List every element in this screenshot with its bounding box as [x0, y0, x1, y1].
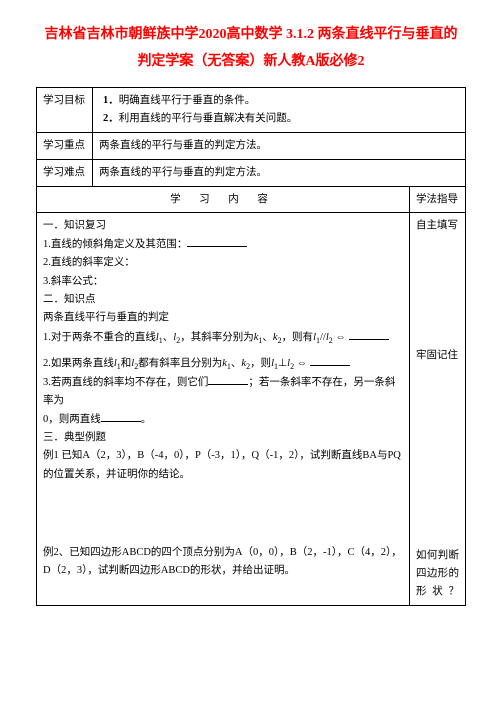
example-2: 例2、已知四边形ABCD的四个顶点分别为A（0，0），B（2，-1），C（4，2… [43, 544, 403, 581]
rule-3: 3.若两直线的斜率均不存在，则它们；若一条斜率不存在，另一条斜率为 [43, 374, 403, 411]
rule-2: 2.如果两条直线l1和l2都有斜率且分别为k1、k2，则l1⊥l2 ⇔ [43, 354, 403, 374]
guide-header: 学法指导 [410, 186, 466, 213]
blank-field [349, 330, 389, 340]
row-goals: 学习目标 1．明确直线平行于垂直的条件。 2．利用直线的平行与垂直解决有关问题。 [37, 88, 466, 133]
study-content-header: 学 习 内 容 [37, 186, 410, 213]
blank-field [101, 412, 141, 422]
rule-1: 1.对于两条不重合的直线l1、l2，其斜率分别为k1、k2，则有l1//l2 ⇔ [43, 328, 403, 348]
guide-3: 如何判断四边形的形状？ [410, 543, 465, 605]
goals-content: 1．明确直线平行于垂直的条件。 2．利用直线的平行与垂直解决有关问题。 [93, 88, 466, 133]
section-2-intro: 两条直线平行与垂直的判定 [43, 309, 403, 327]
guide-column: 自主填写 牢固记住 如何判断四边形的形状？ [410, 213, 466, 606]
row-focus: 学习重点 两条直线的平行与垂直的判定方法。 [37, 132, 466, 159]
title-line-2: 判定学案（无答案）新人教A版必修2 [36, 49, 466, 76]
row-main-content: 一．知识复习 1.直线的倾斜角定义及其范围： 2.直线的斜率定义： 3.斜率公式… [37, 213, 466, 606]
focus-content: 两条直线的平行与垂直的判定方法。 [93, 132, 466, 159]
section-2-heading: 二．知识点 [43, 291, 403, 309]
main-content: 一．知识复习 1.直线的倾斜角定义及其范围： 2.直线的斜率定义： 3.斜率公式… [37, 213, 410, 606]
section-3-heading: 三．典型例题 [43, 429, 403, 447]
review-item-2: 2.直线的斜率定义： [43, 254, 403, 272]
goal-2-text: 利用直线的平行与垂直解决有关问题。 [119, 113, 298, 124]
row-study-header: 学 习 内 容 学法指导 [37, 186, 466, 213]
row-difficulty: 学习难点 两条直线的平行与垂直的判定方法。 [37, 159, 466, 186]
section-1-heading: 一．知识复习 [43, 217, 403, 235]
review-item-3: 3.斜率公式： [43, 273, 403, 291]
guide-2: 牢固记住 [410, 343, 465, 543]
blank-field [310, 356, 350, 366]
guide-1: 自主填写 [410, 213, 465, 343]
document-title: 吉林省吉林市朝鲜族中学2020高中数学 3.1.2 两条直线平行与垂直的 判定学… [36, 22, 466, 75]
blank-field [187, 237, 247, 247]
goal-1-text: 明确直线平行于垂直的条件。 [119, 95, 256, 106]
difficulty-content: 两条直线的平行与垂直的判定方法。 [93, 159, 466, 186]
goal-1-num: 1． [103, 95, 119, 106]
worksheet-table: 学习目标 1．明确直线平行于垂直的条件。 2．利用直线的平行与垂直解决有关问题。… [36, 87, 466, 606]
rule-3b: 0，则两直线。 [43, 411, 403, 429]
title-line-1: 吉林省吉林市朝鲜族中学2020高中数学 3.1.2 两条直线平行与垂直的 [45, 27, 458, 42]
example-1: 例1 已知A（2，3），B（-4，0），P（-3，1），Q（-1，2），试判断直… [43, 447, 403, 484]
blank-field [208, 375, 248, 385]
focus-label: 学习重点 [37, 132, 93, 159]
difficulty-label: 学习难点 [37, 159, 93, 186]
goals-label: 学习目标 [37, 88, 93, 133]
review-item-1: 1.直线的倾斜角定义及其范围： [43, 236, 403, 254]
goal-2-num: 2． [103, 113, 119, 124]
